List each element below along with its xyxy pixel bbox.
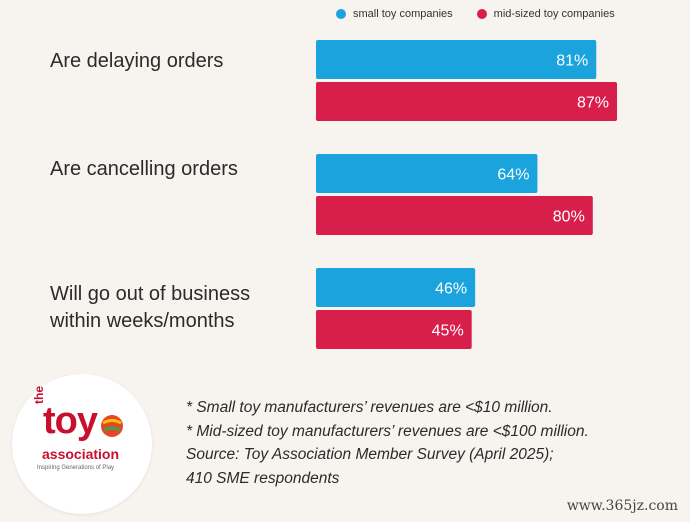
footnotes: * Small toy manufacturers’ revenues are … bbox=[186, 396, 589, 490]
bar-mid-2 bbox=[316, 310, 472, 349]
logo-ball-icon bbox=[101, 415, 123, 437]
footnote-source: Source: Toy Association Member Survey (A… bbox=[186, 446, 554, 463]
watermark: www.365jz.com bbox=[566, 498, 678, 514]
bar-value-label: 81% bbox=[556, 53, 588, 70]
toy-association-logo: the toy association Inspiring Generation… bbox=[12, 374, 152, 514]
legend-label-small: small toy companies bbox=[353, 8, 453, 20]
footnote-small: * Small toy manufacturers’ revenues are … bbox=[186, 399, 553, 416]
bar-value-label: 46% bbox=[435, 281, 467, 298]
bar-small-2 bbox=[316, 268, 476, 307]
category-label-line: Are cancelling orders bbox=[50, 158, 238, 180]
bar-value-label: 87% bbox=[577, 95, 609, 112]
logo-toy-text: toy bbox=[43, 400, 98, 442]
bar-value-label: 45% bbox=[432, 323, 464, 340]
bar-mid-1 bbox=[316, 196, 593, 235]
bar-small-1 bbox=[316, 154, 538, 193]
bar-value-label: 80% bbox=[553, 209, 585, 226]
logo-tagline: Inspiring Generations of Play bbox=[37, 465, 115, 471]
category-label-line: Will go out of business bbox=[50, 283, 251, 305]
legend-item-small: small toy companies bbox=[336, 8, 453, 20]
category-label-out-of-business: Will go out of business within weeks/mon… bbox=[50, 281, 310, 335]
legend-swatch-small bbox=[336, 9, 346, 19]
category-label-cancelling: Are cancelling orders bbox=[50, 156, 310, 183]
legend-label-mid: mid-sized toy companies bbox=[493, 8, 615, 20]
bar-chart: 81% 87% 64% 80% 46% 45% bbox=[316, 40, 618, 349]
footnote-mid: * Mid-sized toy manufacturers’ revenues … bbox=[186, 422, 589, 440]
footnote-respondents: 410 SME respondents bbox=[186, 469, 340, 487]
category-label-line: Are delaying orders bbox=[50, 50, 224, 72]
bar-value-label: 64% bbox=[497, 167, 529, 184]
category-label-delaying: Are delaying orders bbox=[50, 48, 310, 75]
bar-small-0 bbox=[316, 40, 597, 79]
legend-item-mid: mid-sized toy companies bbox=[476, 8, 615, 20]
category-label-line: within weeks/months bbox=[50, 310, 235, 332]
logo-association-text: association bbox=[42, 446, 120, 462]
legend-swatch-mid bbox=[476, 9, 487, 19]
chart-legend: small toy companies mid-sized toy compan… bbox=[336, 8, 615, 20]
bar-mid-0 bbox=[316, 82, 618, 121]
